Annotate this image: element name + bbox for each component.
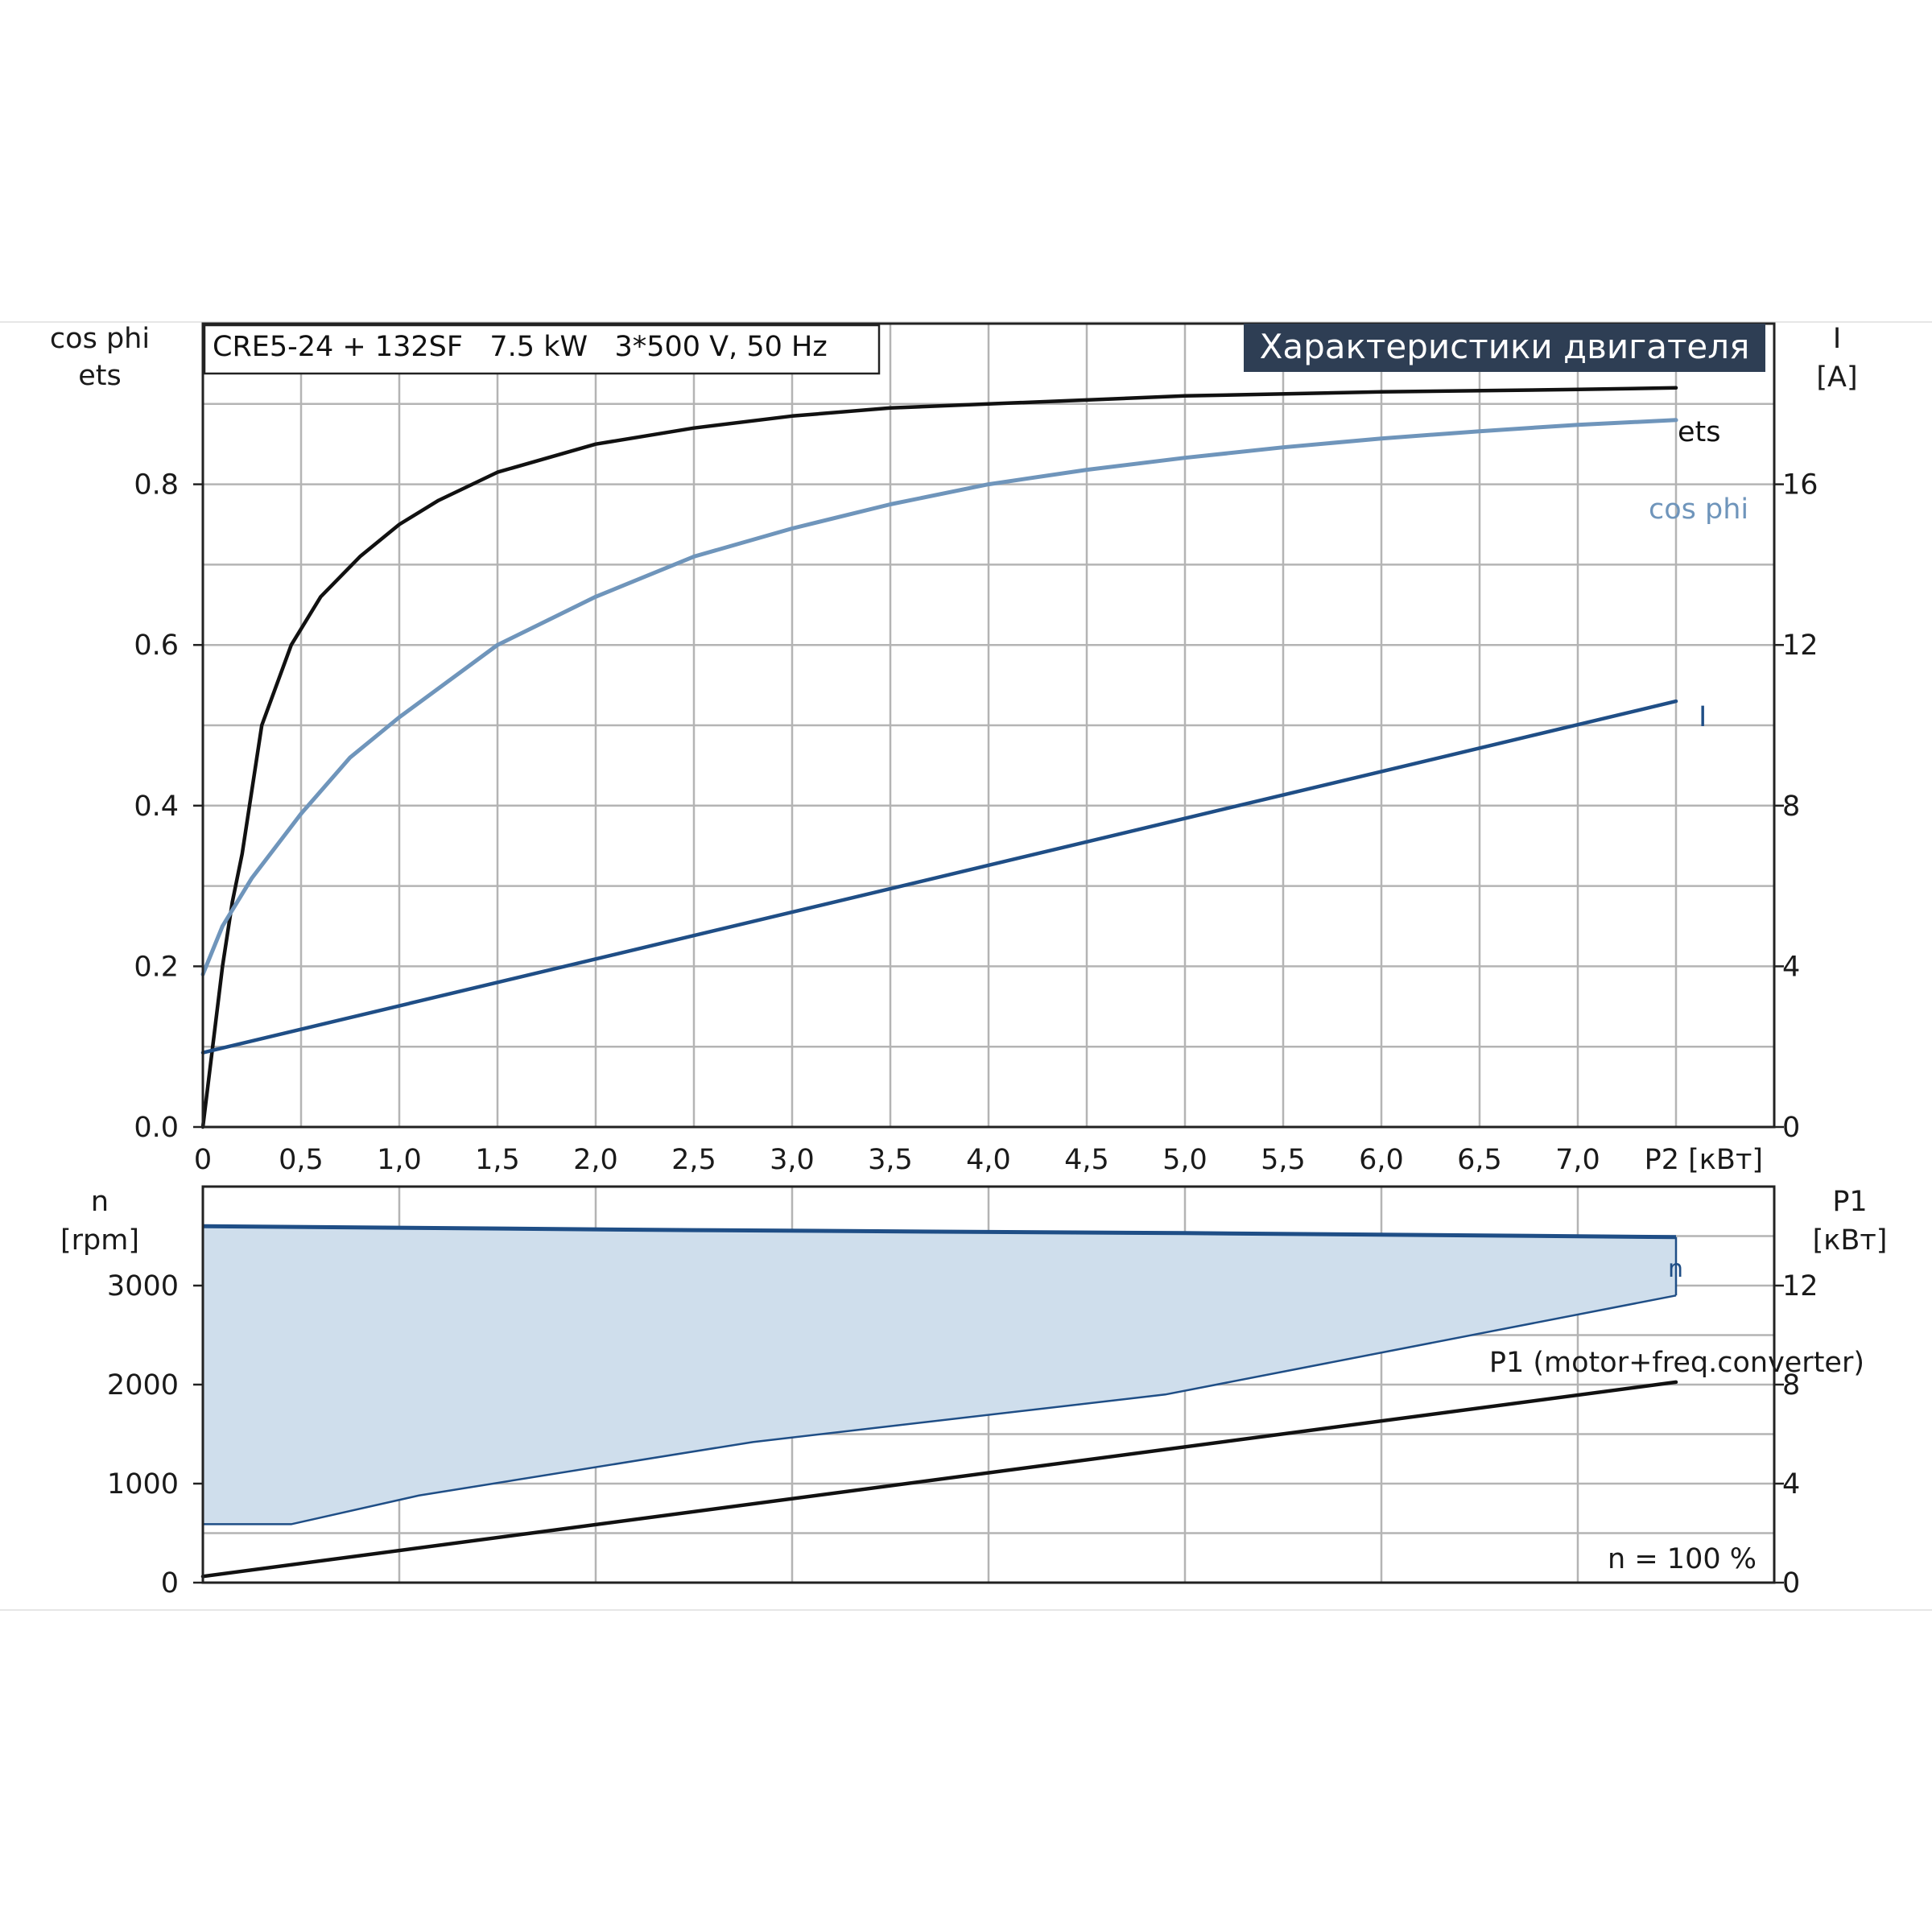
- x-tick-label: 0,5: [279, 1144, 324, 1176]
- lower-right-axis-label-p1: P1: [1832, 1186, 1867, 1218]
- series-label-n: n: [1668, 1255, 1683, 1283]
- title-badge-text: Характеристики двигателя: [1260, 327, 1750, 366]
- x-tick-label: 7,0: [1555, 1144, 1600, 1176]
- upper-grid: [203, 322, 1774, 1127]
- x-tick-label: 3,5: [868, 1144, 913, 1176]
- lower-left-tick-label: 2000: [107, 1369, 179, 1402]
- right-tick-label: 0: [1782, 1112, 1800, 1144]
- left-tick-label: 0.4: [134, 791, 179, 823]
- x-tick-label: 6,0: [1359, 1144, 1404, 1176]
- left-axis-label-cosphi: cos phi: [50, 323, 150, 355]
- right-tick-label: 4: [1782, 951, 1800, 983]
- speed-annotation: n = 100 %: [1608, 1543, 1757, 1575]
- lower-left-axis-label-n: n: [91, 1186, 109, 1218]
- lower-series: [200, 1224, 1678, 1579]
- min-speed-line: [203, 1294, 1677, 1525]
- x-tick-label: 4,5: [1064, 1144, 1109, 1176]
- series-label-i: I: [1699, 701, 1707, 733]
- cosphi-curve: [200, 418, 1678, 976]
- x-tick-label: 2,0: [573, 1144, 618, 1176]
- lower-right-tick-label: 8: [1782, 1369, 1800, 1402]
- left-tick-label: 0.0: [134, 1112, 179, 1144]
- lower-left-axis-label-rpm: [rpm]: [60, 1224, 139, 1257]
- x-tick-label: 0: [194, 1144, 212, 1176]
- x-tick-label: 4,0: [966, 1144, 1011, 1176]
- left-tick-label: 0.8: [134, 469, 179, 502]
- model-text: CRE5-24 + 132SF 7.5 kW 3*500 V, 50 Hz: [213, 331, 828, 363]
- lower-left-tick-label: 1000: [107, 1468, 179, 1501]
- x-tick-label: 5,5: [1261, 1144, 1306, 1176]
- title-badge: [1244, 324, 1765, 372]
- series-label-p1: P1 (motor+freq.converter): [1489, 1347, 1864, 1379]
- lower-left-tick-label: 3000: [107, 1270, 179, 1302]
- x-tick-label: 6,5: [1457, 1144, 1502, 1176]
- x-tick-label: 1,5: [475, 1144, 520, 1176]
- ets-curve: [200, 386, 1678, 1129]
- lower-right-axis-label-kw: [кВт]: [1813, 1224, 1888, 1257]
- lower-left-tick-label: 0: [161, 1567, 179, 1600]
- left-tick-label: 0.2: [134, 951, 179, 983]
- right-tick-label: 12: [1782, 630, 1818, 662]
- x-tick-label: 3,0: [770, 1144, 815, 1176]
- series-label-cosphi: cos phi: [1649, 493, 1748, 526]
- lower-right-tick-label: 0: [1782, 1567, 1800, 1600]
- max-speed-line: [202, 1224, 1677, 1240]
- right-tick-label: 16: [1782, 469, 1818, 502]
- x-axis-unit-label: P2 [кВт]: [1645, 1144, 1763, 1176]
- lower-right-tick-label: 12: [1782, 1270, 1818, 1302]
- left-tick-label: 0.6: [134, 630, 179, 662]
- right-tick-label: 8: [1782, 791, 1800, 823]
- x-tick-label: 2,5: [671, 1144, 716, 1176]
- series-label-ets: ets: [1678, 416, 1721, 448]
- x-tick-label: 1,0: [377, 1144, 422, 1176]
- right-axis-label-a: [A]: [1816, 361, 1857, 394]
- right-axis-label-i: I: [1833, 323, 1841, 355]
- current-curve: [200, 699, 1678, 1055]
- upper-ticks: 0 0,5 1,0 1,5 2,0 2,5 3,0 3,5 4,0 4,5 5,0 5,5 6,0 6,5…: [134, 469, 1818, 1176]
- upper-series: [200, 386, 1678, 1129]
- x-tick-label: 5,0: [1162, 1144, 1208, 1176]
- left-axis-label-ets: ets: [78, 360, 122, 392]
- lower-right-tick-label: 4: [1782, 1468, 1800, 1501]
- speed-range-area: [203, 1226, 1676, 1525]
- model-box: [203, 324, 881, 375]
- lower-ticks: 0 1000 2000 3000 0 4 8 12: [107, 1270, 1818, 1600]
- p1-curve: [200, 1380, 1678, 1579]
